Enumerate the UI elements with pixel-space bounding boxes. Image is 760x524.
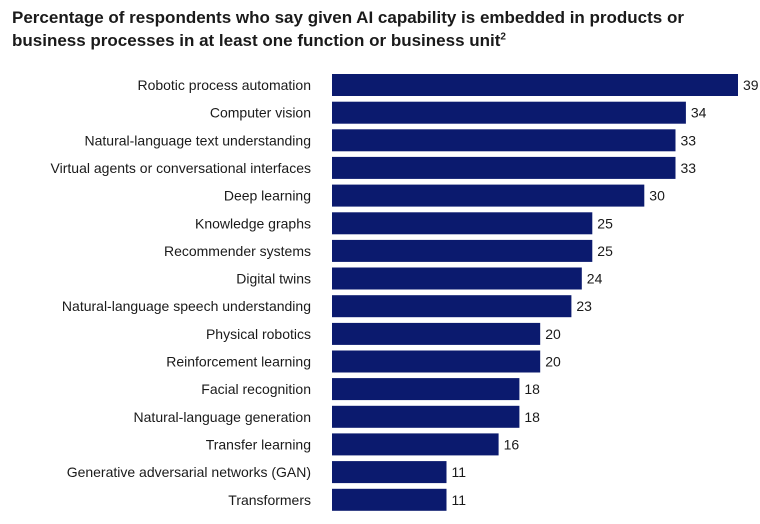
bar bbox=[332, 295, 572, 318]
category-label: Virtual agents or conversational interfa… bbox=[51, 160, 311, 176]
bar bbox=[332, 212, 593, 235]
category-label: Physical robotics bbox=[206, 326, 311, 342]
category-label: Natural-language generation bbox=[134, 409, 311, 425]
bar bbox=[332, 322, 541, 345]
value-label: 20 bbox=[545, 354, 561, 370]
bar bbox=[332, 101, 686, 124]
bar bbox=[332, 239, 593, 262]
value-label: 18 bbox=[524, 409, 540, 425]
value-label: 39 bbox=[743, 77, 759, 93]
category-label: Recommender systems bbox=[164, 243, 311, 259]
category-label: Generative adversarial networks (GAN) bbox=[67, 464, 311, 480]
bar bbox=[332, 488, 447, 511]
category-label: Facial recognition bbox=[201, 381, 311, 397]
value-label: 11 bbox=[452, 464, 467, 480]
value-label: 34 bbox=[691, 105, 707, 121]
bar bbox=[332, 74, 738, 96]
value-label: 24 bbox=[587, 271, 603, 287]
value-label: 11 bbox=[452, 492, 467, 508]
category-label: Natural-language speech understanding bbox=[62, 298, 311, 314]
chart-title: Percentage of respondents who say given … bbox=[12, 6, 752, 52]
value-label: 25 bbox=[597, 215, 613, 231]
category-label: Natural-language text understanding bbox=[85, 132, 312, 148]
value-label: 23 bbox=[576, 298, 592, 314]
title-footnote: 2 bbox=[500, 31, 506, 43]
bar bbox=[332, 267, 582, 290]
bar bbox=[332, 378, 520, 401]
category-label: Digital twins bbox=[236, 271, 311, 287]
category-label: Knowledge graphs bbox=[195, 215, 311, 231]
bar bbox=[332, 461, 447, 484]
category-label: Deep learning bbox=[224, 188, 311, 204]
category-label: Transfer learning bbox=[206, 436, 311, 452]
bar bbox=[332, 350, 541, 373]
bar bbox=[332, 405, 520, 428]
value-label: 18 bbox=[524, 381, 540, 397]
value-label: 33 bbox=[681, 132, 697, 148]
value-label: 30 bbox=[649, 188, 665, 204]
bar bbox=[332, 184, 645, 207]
category-label: Robotic process automation bbox=[137, 77, 311, 93]
category-label: Reinforcement learning bbox=[166, 354, 311, 370]
value-label: 16 bbox=[504, 436, 520, 452]
value-label: 25 bbox=[597, 243, 613, 259]
category-label: Transformers bbox=[228, 492, 311, 508]
chart-title-text: Percentage of respondents who say given … bbox=[12, 8, 684, 50]
bar bbox=[332, 129, 676, 152]
category-label: Computer vision bbox=[210, 105, 311, 121]
bar bbox=[332, 433, 499, 456]
bar bbox=[332, 156, 676, 179]
value-label: 33 bbox=[681, 160, 697, 176]
value-label: 20 bbox=[545, 326, 561, 342]
